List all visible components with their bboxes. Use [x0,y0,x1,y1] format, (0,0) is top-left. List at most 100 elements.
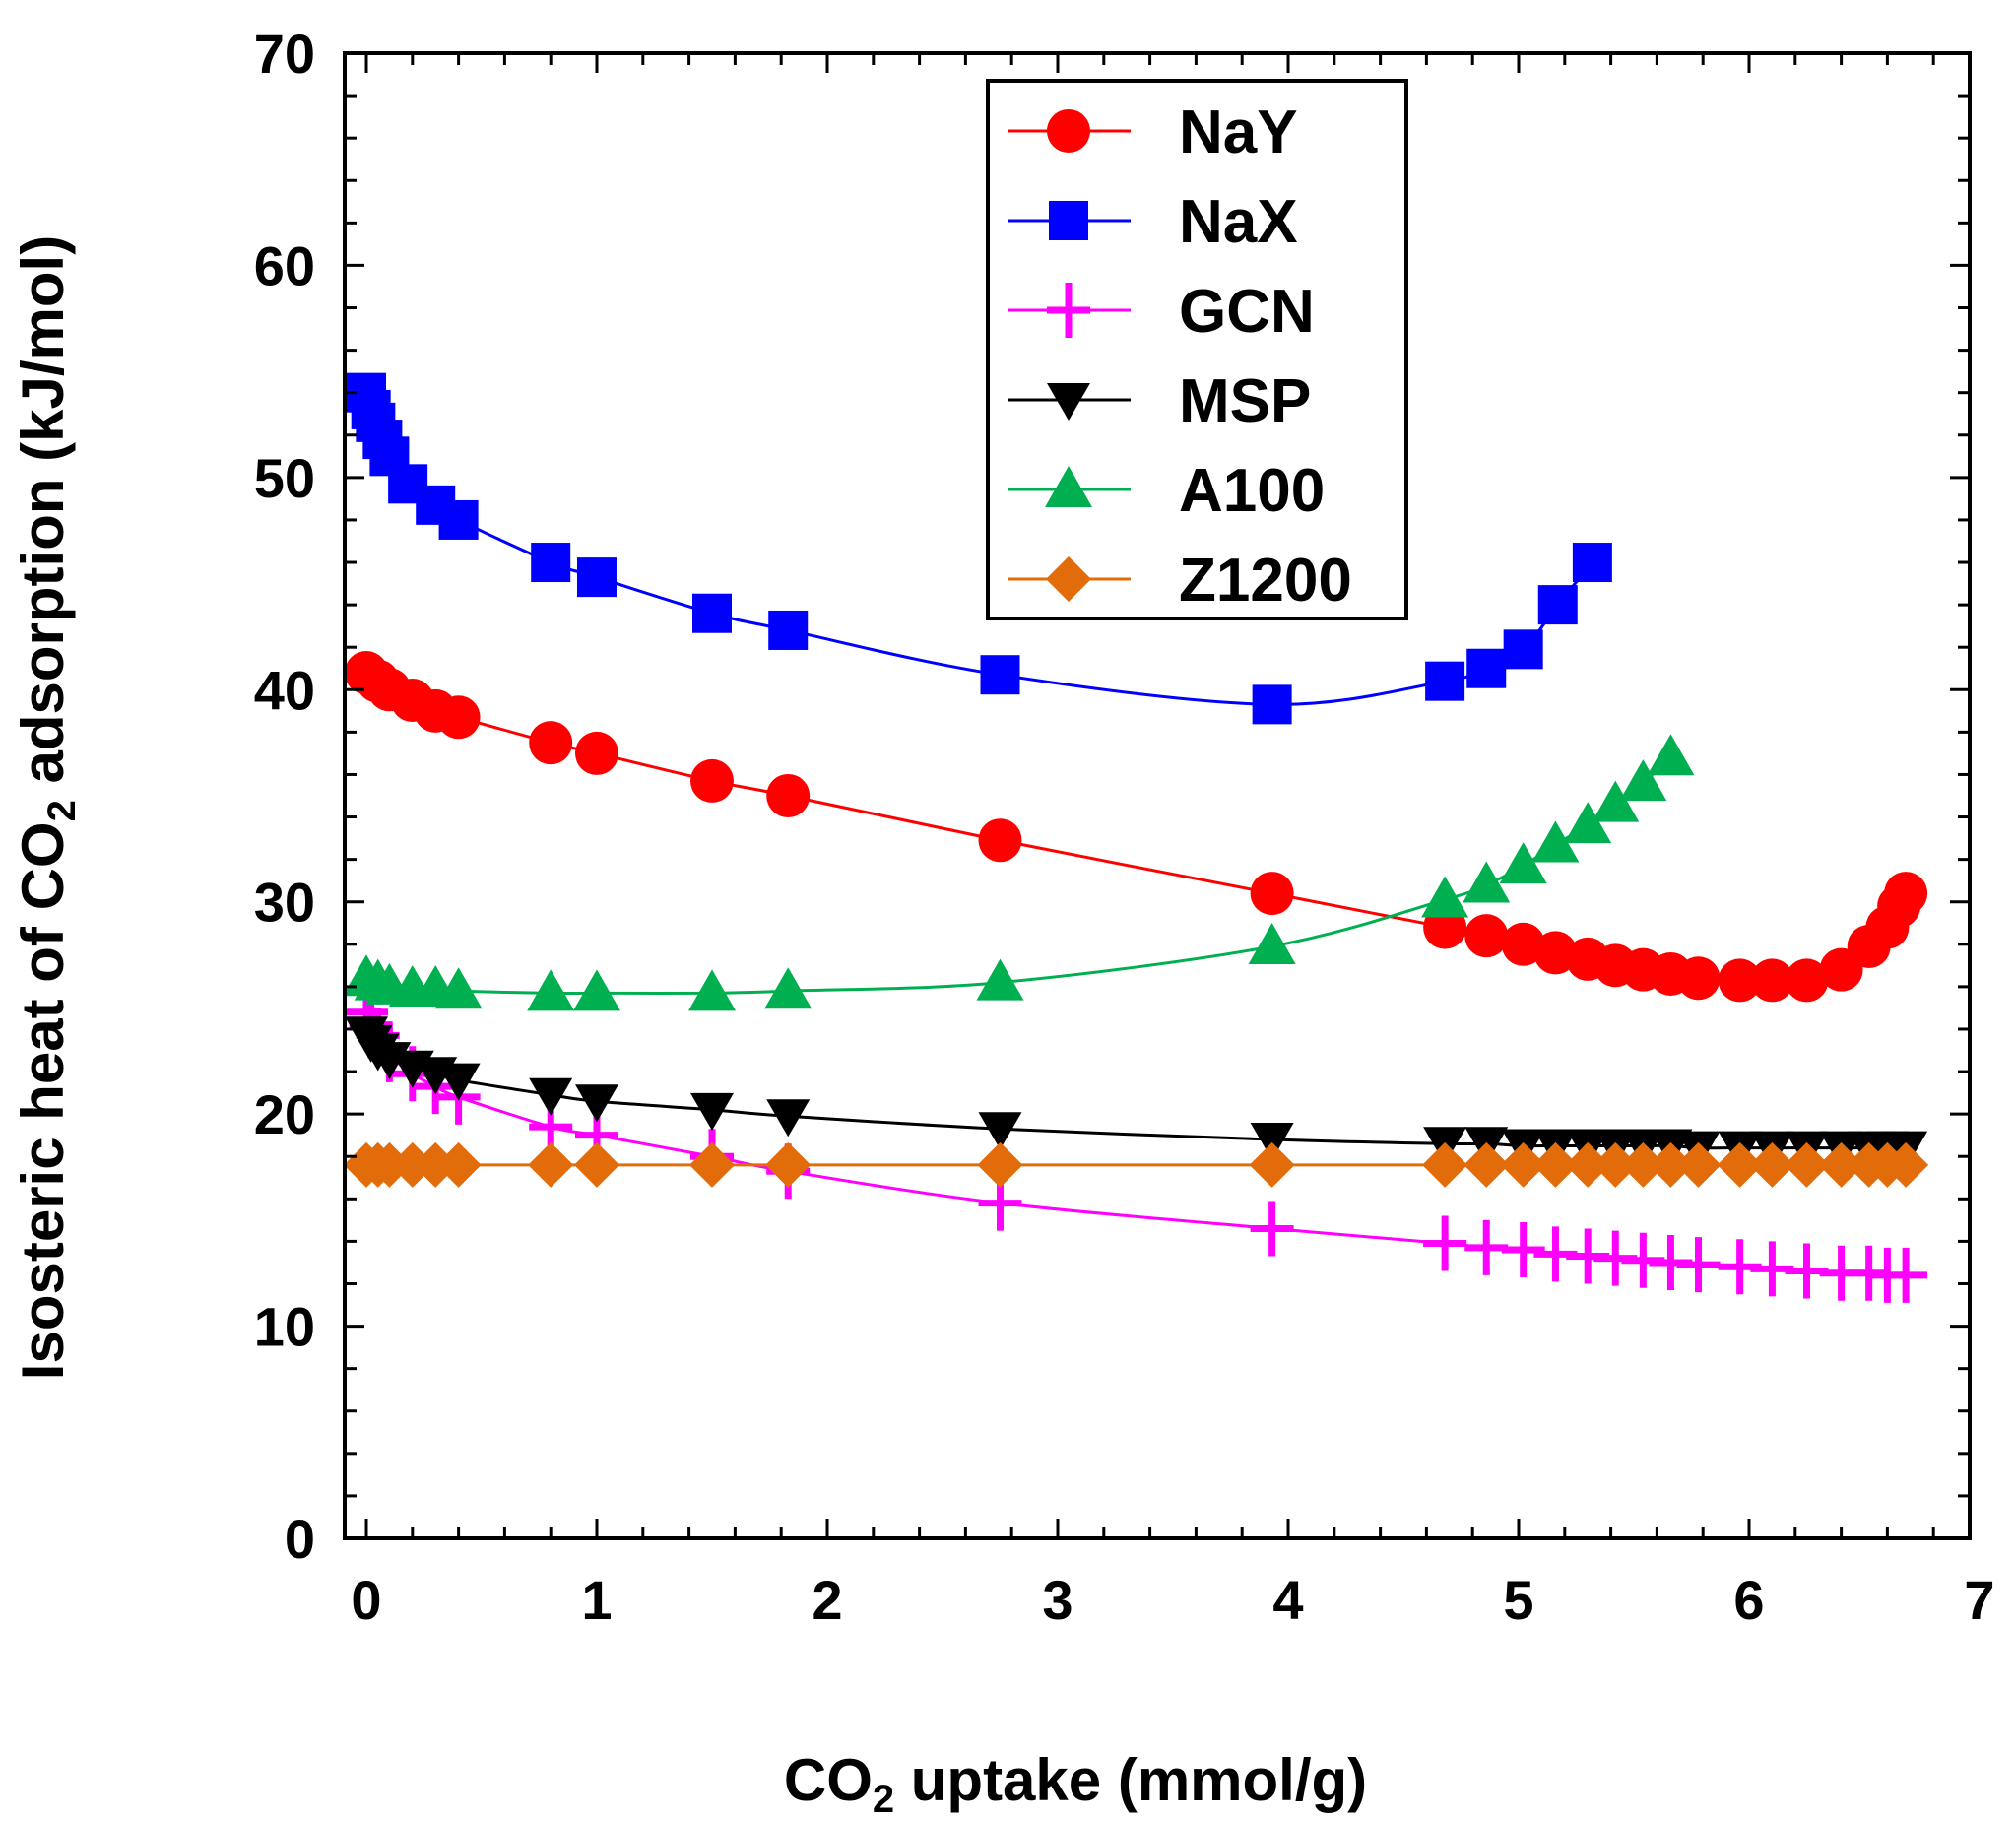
data-point-z1200 [366,1141,413,1188]
data-point-msp [436,1063,481,1101]
data-point-a100 [1564,802,1612,844]
legend-label-nay: NaY [1179,98,1298,166]
legend-label-z1200: Z1200 [1179,547,1352,615]
data-point-nax [768,610,809,650]
x-tick-label: 4 [1272,1569,1303,1631]
legend-label-msp: MSP [1179,367,1311,435]
legend-marker-nay [1047,109,1090,153]
data-point-z1200 [1500,1141,1546,1188]
data-point-z1200 [1784,1141,1830,1188]
data-point-nax [980,655,1020,695]
data-point-z1200 [413,1141,459,1188]
x-tick-label: 2 [812,1569,842,1631]
data-point-nay [766,774,811,817]
data-point-nax [1425,661,1465,701]
data-point-z1200 [977,1141,1023,1188]
data-point-z1200 [765,1141,812,1188]
y-tick-label: 60 [254,234,315,296]
y-tick-label: 70 [254,23,315,85]
data-point-nax [1466,648,1507,688]
data-point-msp [529,1077,573,1116]
legend-marker-z1200 [1046,556,1091,602]
data-point-gcn [1250,1201,1294,1257]
data-point-gcn [1464,1219,1509,1275]
data-point-z1200 [1422,1141,1468,1188]
data-point-nax [531,543,571,583]
y-axis-title: Isosteric heat of CO2 adsorption (kJ/mol… [10,235,84,1380]
legend: NaY NaX GCN MSP A100 Z1200 [986,79,1408,620]
data-point-z1200 [1749,1141,1795,1188]
data-point-nax [1537,585,1578,625]
y-tick-label: 0 [285,1508,315,1570]
x-axis-title: CO2 uptake (mmol/g) [784,1747,1367,1821]
legend-label-a100: A100 [1179,457,1325,525]
data-point-a100 [1619,759,1667,802]
legend-marker-a100 [1045,466,1092,507]
data-point-msp [575,1084,618,1123]
series-z1200 [344,1141,1929,1188]
data-point-a100 [1248,922,1296,964]
data-point-a100 [527,969,575,1011]
data-point-z1200 [1463,1141,1510,1188]
data-point-z1200 [1593,1141,1639,1188]
data-point-nay [1785,958,1829,1003]
data-point-z1200 [1717,1141,1763,1188]
data-point-z1200 [1675,1141,1722,1188]
data-point-a100 [976,958,1024,1001]
data-point-z1200 [689,1141,735,1188]
data-point-nay [1676,956,1721,1001]
data-point-msp [690,1092,734,1131]
data-point-gcn [1676,1237,1721,1293]
data-point-nay [1250,872,1294,916]
data-point-nay [978,818,1022,863]
y-tick-label: 50 [254,447,315,509]
data-point-nay [1464,914,1509,958]
data-point-a100 [1647,734,1695,776]
data-point-z1200 [1648,1141,1694,1188]
data-point-z1200 [1818,1141,1864,1188]
data-point-a100 [1592,780,1640,822]
data-point-z1200 [389,1141,435,1188]
data-point-z1200 [574,1141,619,1188]
legend-box [986,79,1408,620]
y-tick-label: 30 [254,872,315,934]
legend-label-nax: NaX [1179,188,1298,256]
data-point-nax [577,557,617,598]
data-point-msp [1250,1122,1294,1160]
x-tick-label: 0 [351,1569,381,1631]
data-point-a100 [1463,861,1511,903]
legend-marker-msp [1047,383,1090,421]
y-tick-label: 20 [254,1083,315,1145]
data-point-z1200 [1532,1141,1579,1188]
data-point-nay [1718,958,1762,1003]
data-point-a100 [688,969,736,1011]
data-point-a100 [573,969,620,1011]
x-tick-label: 1 [581,1569,612,1631]
series-a100 [343,734,1695,1011]
data-point-a100 [1499,842,1547,884]
data-point-msp [766,1099,811,1138]
data-point-nax [692,593,732,633]
data-point-a100 [434,967,483,1009]
data-point-a100 [764,967,813,1009]
data-point-nay [690,758,734,803]
data-point-nax [1572,543,1612,583]
legend-marker-nax [1049,201,1088,240]
plot-frame [343,51,1972,1540]
x-tick-label: 3 [1042,1569,1073,1631]
data-point-a100 [1421,876,1469,918]
data-point-nax [1503,629,1543,670]
y-tick-label: 40 [254,659,315,721]
data-point-nay [1750,958,1794,1003]
data-point-nax [438,499,479,540]
series-layer [343,372,1929,1303]
data-point-z1200 [435,1141,482,1188]
data-point-nax [1252,684,1292,725]
series-nax [347,372,1612,725]
legend-label-gcn: GCN [1179,278,1315,346]
x-tick-label: 6 [1733,1569,1764,1631]
data-point-gcn [1423,1215,1467,1271]
data-point-gcn [1501,1222,1545,1278]
